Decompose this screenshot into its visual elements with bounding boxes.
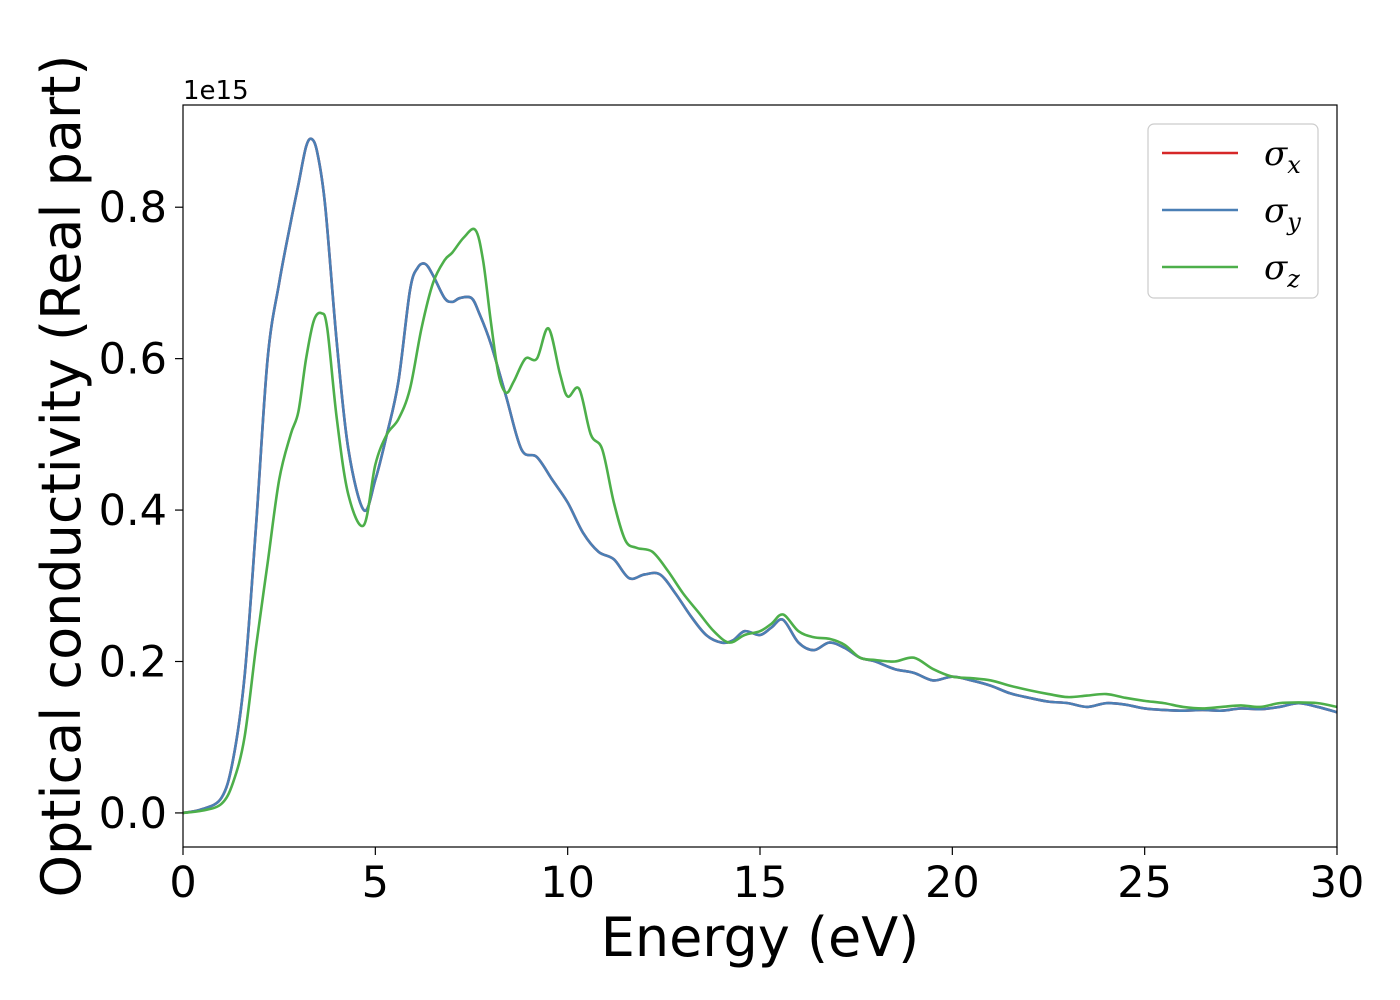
x-tick-label: 10 xyxy=(540,858,595,908)
y-tick-label: 0.8 xyxy=(99,183,167,233)
x-tick-label: 30 xyxy=(1310,858,1365,908)
legend-label-y: σy xyxy=(1264,191,1301,236)
legend: σx σy σz xyxy=(1147,123,1319,299)
x-tick-label: 20 xyxy=(925,858,980,908)
x-tick-label: 15 xyxy=(733,858,788,908)
y-tick-label: 0.6 xyxy=(99,335,167,385)
y-axis-label: Optical conductivity (Real part) xyxy=(30,55,93,898)
legend-label-z: σz xyxy=(1264,248,1300,293)
legend-label-x: σx xyxy=(1264,134,1301,179)
y-tick-label: 0.2 xyxy=(99,638,167,688)
series-line-z xyxy=(183,227,1337,815)
y-tick-label: 0.4 xyxy=(99,486,167,536)
x-axis-ticks: 0 5 10 15 20 25 30 xyxy=(169,847,1364,908)
x-axis-label: Energy (eV) xyxy=(601,906,920,969)
x-tick-label: 25 xyxy=(1117,858,1172,908)
series-line-y xyxy=(183,137,1337,815)
x-tick-label: 5 xyxy=(362,858,389,908)
y-axis-ticks: 0.0 0.2 0.4 0.6 0.8 xyxy=(99,183,183,839)
y-multiplier-label: 1e15 xyxy=(183,76,249,106)
x-tick-label: 0 xyxy=(169,858,196,908)
series-layer xyxy=(183,137,1337,815)
y-tick-label: 0.0 xyxy=(99,789,167,839)
